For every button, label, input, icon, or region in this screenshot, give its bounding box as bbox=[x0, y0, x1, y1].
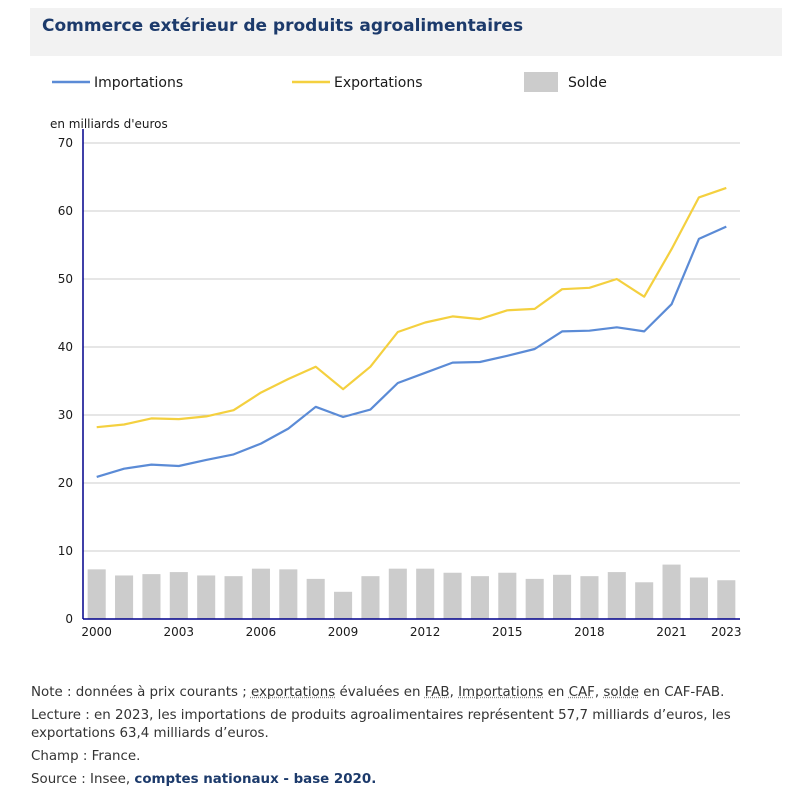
solde-bar bbox=[389, 569, 407, 619]
solde-bars bbox=[88, 565, 736, 619]
note-line: Note : données à prix courants ; exporta… bbox=[31, 684, 771, 702]
x-tick-label: 2003 bbox=[164, 625, 195, 639]
solde-bar bbox=[471, 576, 489, 619]
gridlines bbox=[83, 143, 740, 551]
solde-bar bbox=[416, 569, 434, 619]
note-separator: , bbox=[450, 685, 459, 700]
note-prefix: Note : données à prix courants bbox=[31, 685, 242, 700]
legend-solde-label: Solde bbox=[568, 75, 607, 91]
notes-block: Note : données à prix courants ; exporta… bbox=[31, 684, 771, 794]
axes bbox=[83, 129, 740, 619]
note-importations-term[interactable]: Importations bbox=[458, 685, 543, 700]
solde-bar bbox=[553, 575, 571, 619]
importations-line bbox=[97, 227, 727, 477]
solde-bar bbox=[334, 592, 352, 619]
solde-bar bbox=[170, 572, 188, 619]
legend: Importations Exportations Solde bbox=[52, 72, 607, 92]
solde-bar bbox=[444, 573, 462, 619]
x-tick-label: 2015 bbox=[492, 625, 523, 639]
solde-bar bbox=[635, 582, 653, 619]
source-prefix: Source : Insee, bbox=[31, 772, 134, 787]
solde-bar bbox=[526, 579, 544, 619]
solde-bar bbox=[225, 576, 243, 619]
exportations-line bbox=[97, 188, 727, 427]
solde-bar bbox=[663, 565, 681, 619]
note-solde-term[interactable]: solde bbox=[603, 685, 639, 700]
solde-bar bbox=[197, 575, 215, 619]
solde-bar bbox=[690, 578, 708, 619]
x-tick-label: 2012 bbox=[410, 625, 441, 639]
legend-solde-swatch bbox=[524, 72, 558, 92]
y-tick-label: 30 bbox=[58, 408, 73, 422]
x-tick-label: 2006 bbox=[246, 625, 277, 639]
solde-bar bbox=[279, 569, 297, 619]
x-tick-label: 2000 bbox=[81, 625, 112, 639]
note-separator: ; bbox=[242, 685, 251, 700]
note-fab-term[interactable]: FAB bbox=[425, 685, 450, 700]
note-exportations-term[interactable]: exportations bbox=[251, 685, 335, 700]
y-tick-label: 40 bbox=[58, 340, 73, 354]
source-line: Source : Insee, comptes nationaux - base… bbox=[31, 771, 771, 789]
legend-exportations-label: Exportations bbox=[334, 75, 423, 91]
lecture-line: Lecture : en 2023, les importations de p… bbox=[31, 707, 771, 743]
y-tick-label: 0 bbox=[65, 612, 73, 626]
champ-line: Champ : France. bbox=[31, 748, 771, 766]
note-text: évaluées en bbox=[335, 685, 425, 700]
x-tick-label: 2009 bbox=[328, 625, 359, 639]
solde-bar bbox=[361, 576, 379, 619]
y-tick-label: 60 bbox=[58, 204, 73, 218]
y-unit-label: en milliards d'euros bbox=[50, 117, 168, 131]
chart-title: Commerce extérieur de produits agroalime… bbox=[42, 16, 523, 36]
x-tick-label: 2023 bbox=[711, 625, 742, 639]
y-tick-label: 10 bbox=[58, 544, 73, 558]
solde-bar bbox=[608, 572, 626, 619]
solde-bar bbox=[115, 575, 133, 619]
solde-bar bbox=[142, 574, 160, 619]
solde-bar bbox=[498, 573, 516, 619]
chart-svg: Importations Exportations Solde en milli… bbox=[30, 56, 782, 678]
solde-bar bbox=[580, 576, 598, 619]
note-text: en bbox=[543, 685, 568, 700]
legend-importations-label: Importations bbox=[94, 75, 183, 91]
y-tick-label: 50 bbox=[58, 272, 73, 286]
x-tick-label: 2018 bbox=[574, 625, 605, 639]
x-tick-label: 2021 bbox=[656, 625, 687, 639]
series-lines bbox=[97, 188, 727, 477]
solde-bar bbox=[252, 569, 270, 619]
y-tick-label: 20 bbox=[58, 476, 73, 490]
chart-panel: Importations Exportations Solde en milli… bbox=[30, 56, 782, 678]
solde-bar bbox=[307, 579, 325, 619]
note-caf-term[interactable]: CAF bbox=[569, 685, 595, 700]
solde-bar bbox=[88, 569, 106, 619]
y-tick-label: 70 bbox=[58, 136, 73, 150]
solde-bar bbox=[717, 580, 735, 619]
source-link[interactable]: comptes nationaux - base 2020. bbox=[134, 772, 376, 787]
note-text: en CAF-FAB. bbox=[639, 685, 724, 700]
